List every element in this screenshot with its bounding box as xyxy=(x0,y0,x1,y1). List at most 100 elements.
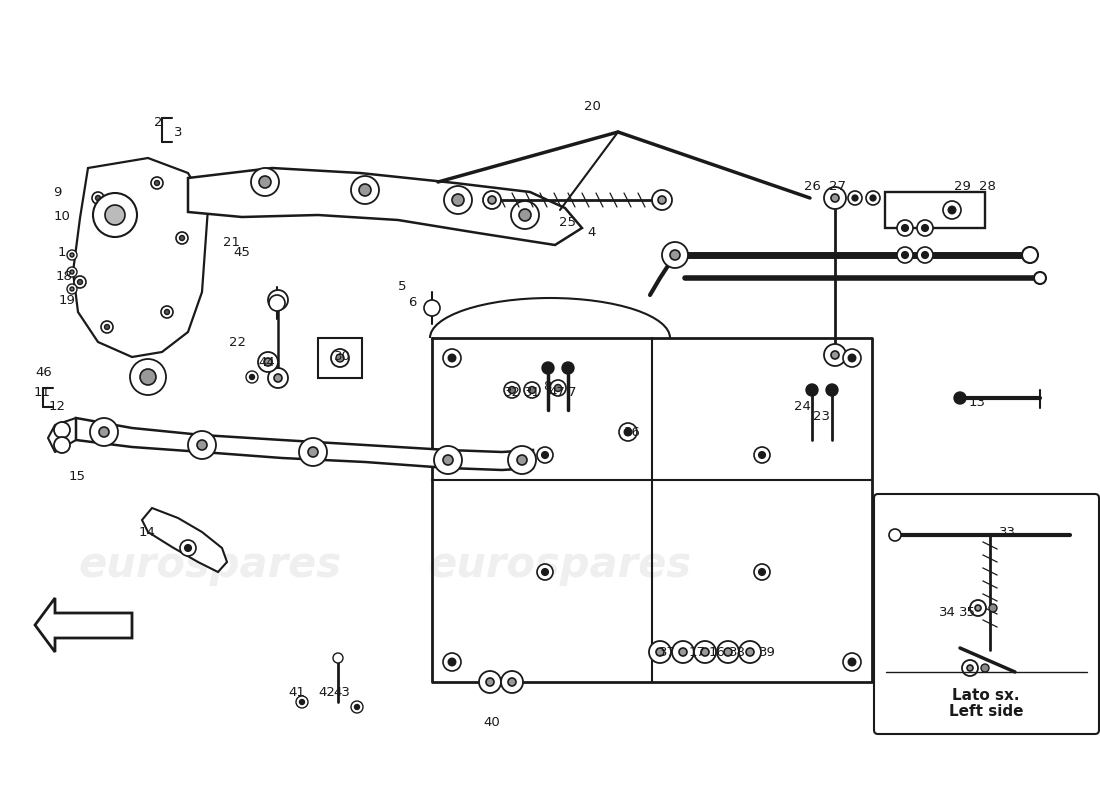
Circle shape xyxy=(246,371,258,383)
Circle shape xyxy=(77,279,82,285)
Circle shape xyxy=(151,177,163,189)
Circle shape xyxy=(848,658,856,666)
Circle shape xyxy=(517,455,527,465)
Text: 28: 28 xyxy=(979,181,996,194)
Circle shape xyxy=(866,191,880,205)
Text: 42: 42 xyxy=(319,686,336,698)
Circle shape xyxy=(351,701,363,713)
Circle shape xyxy=(452,194,464,206)
Circle shape xyxy=(896,247,913,263)
Circle shape xyxy=(619,423,637,441)
Text: 10: 10 xyxy=(54,210,70,223)
Circle shape xyxy=(67,250,77,260)
Circle shape xyxy=(483,191,500,209)
Text: 44: 44 xyxy=(258,355,275,369)
Circle shape xyxy=(70,287,74,291)
Circle shape xyxy=(101,321,113,333)
Polygon shape xyxy=(188,168,582,245)
Circle shape xyxy=(975,605,981,611)
Circle shape xyxy=(478,671,500,693)
Circle shape xyxy=(524,382,540,398)
Circle shape xyxy=(824,187,846,209)
Circle shape xyxy=(180,540,196,556)
Circle shape xyxy=(754,447,770,463)
Circle shape xyxy=(54,422,70,438)
Text: 6: 6 xyxy=(408,295,416,309)
Circle shape xyxy=(981,664,989,672)
Circle shape xyxy=(656,648,664,656)
Circle shape xyxy=(652,190,672,210)
Circle shape xyxy=(824,344,846,366)
Text: 24: 24 xyxy=(793,401,811,414)
Circle shape xyxy=(917,247,933,263)
Circle shape xyxy=(922,252,928,258)
Circle shape xyxy=(434,446,462,474)
Circle shape xyxy=(870,195,876,201)
Text: 11: 11 xyxy=(33,386,51,398)
Circle shape xyxy=(701,648,710,656)
Text: 26: 26 xyxy=(804,181,821,194)
Text: 43: 43 xyxy=(333,686,351,698)
Circle shape xyxy=(852,195,858,201)
Circle shape xyxy=(165,310,169,314)
Circle shape xyxy=(554,385,561,391)
Text: 27: 27 xyxy=(828,181,846,194)
Text: 16: 16 xyxy=(708,646,725,658)
Circle shape xyxy=(296,696,308,708)
Circle shape xyxy=(270,295,285,311)
Circle shape xyxy=(250,374,254,379)
Circle shape xyxy=(443,653,461,671)
Circle shape xyxy=(274,374,282,382)
Circle shape xyxy=(759,452,766,458)
Text: 34: 34 xyxy=(938,606,956,618)
Circle shape xyxy=(1022,247,1038,263)
Text: 41: 41 xyxy=(288,686,306,698)
Circle shape xyxy=(541,452,549,458)
Circle shape xyxy=(508,446,536,474)
Circle shape xyxy=(508,386,516,394)
Text: 3: 3 xyxy=(174,126,183,138)
Circle shape xyxy=(519,209,531,221)
Circle shape xyxy=(848,354,856,362)
Text: 47: 47 xyxy=(549,386,565,398)
Circle shape xyxy=(130,359,166,395)
Circle shape xyxy=(54,437,70,453)
Circle shape xyxy=(274,296,282,304)
Text: 9: 9 xyxy=(53,186,62,198)
Circle shape xyxy=(104,205,125,225)
Text: 31: 31 xyxy=(524,386,540,398)
Text: Lato sx.: Lato sx. xyxy=(953,687,1020,702)
Circle shape xyxy=(754,564,770,580)
Circle shape xyxy=(537,447,553,463)
Polygon shape xyxy=(76,418,534,470)
Circle shape xyxy=(443,455,453,465)
Circle shape xyxy=(154,181,160,186)
Circle shape xyxy=(96,195,100,201)
Circle shape xyxy=(161,306,173,318)
Circle shape xyxy=(922,225,928,231)
Circle shape xyxy=(331,349,349,367)
Text: 5: 5 xyxy=(398,281,406,294)
Circle shape xyxy=(843,349,861,367)
Circle shape xyxy=(448,354,455,362)
Text: 2: 2 xyxy=(154,115,163,129)
Circle shape xyxy=(185,545,191,551)
Circle shape xyxy=(70,270,74,274)
Circle shape xyxy=(717,641,739,663)
Text: 37: 37 xyxy=(659,646,675,658)
Circle shape xyxy=(70,253,74,257)
Circle shape xyxy=(848,191,862,205)
Circle shape xyxy=(902,225,909,231)
Text: 21: 21 xyxy=(223,235,241,249)
Text: 23: 23 xyxy=(814,410,830,423)
Text: 38: 38 xyxy=(728,646,746,658)
Polygon shape xyxy=(886,192,984,228)
Circle shape xyxy=(550,380,566,396)
Text: 15: 15 xyxy=(68,470,86,483)
Text: 17: 17 xyxy=(689,646,705,658)
Text: 30: 30 xyxy=(333,350,351,363)
Circle shape xyxy=(806,384,818,396)
Circle shape xyxy=(746,648,754,656)
Text: eurospares: eurospares xyxy=(78,544,342,586)
Circle shape xyxy=(658,196,666,204)
